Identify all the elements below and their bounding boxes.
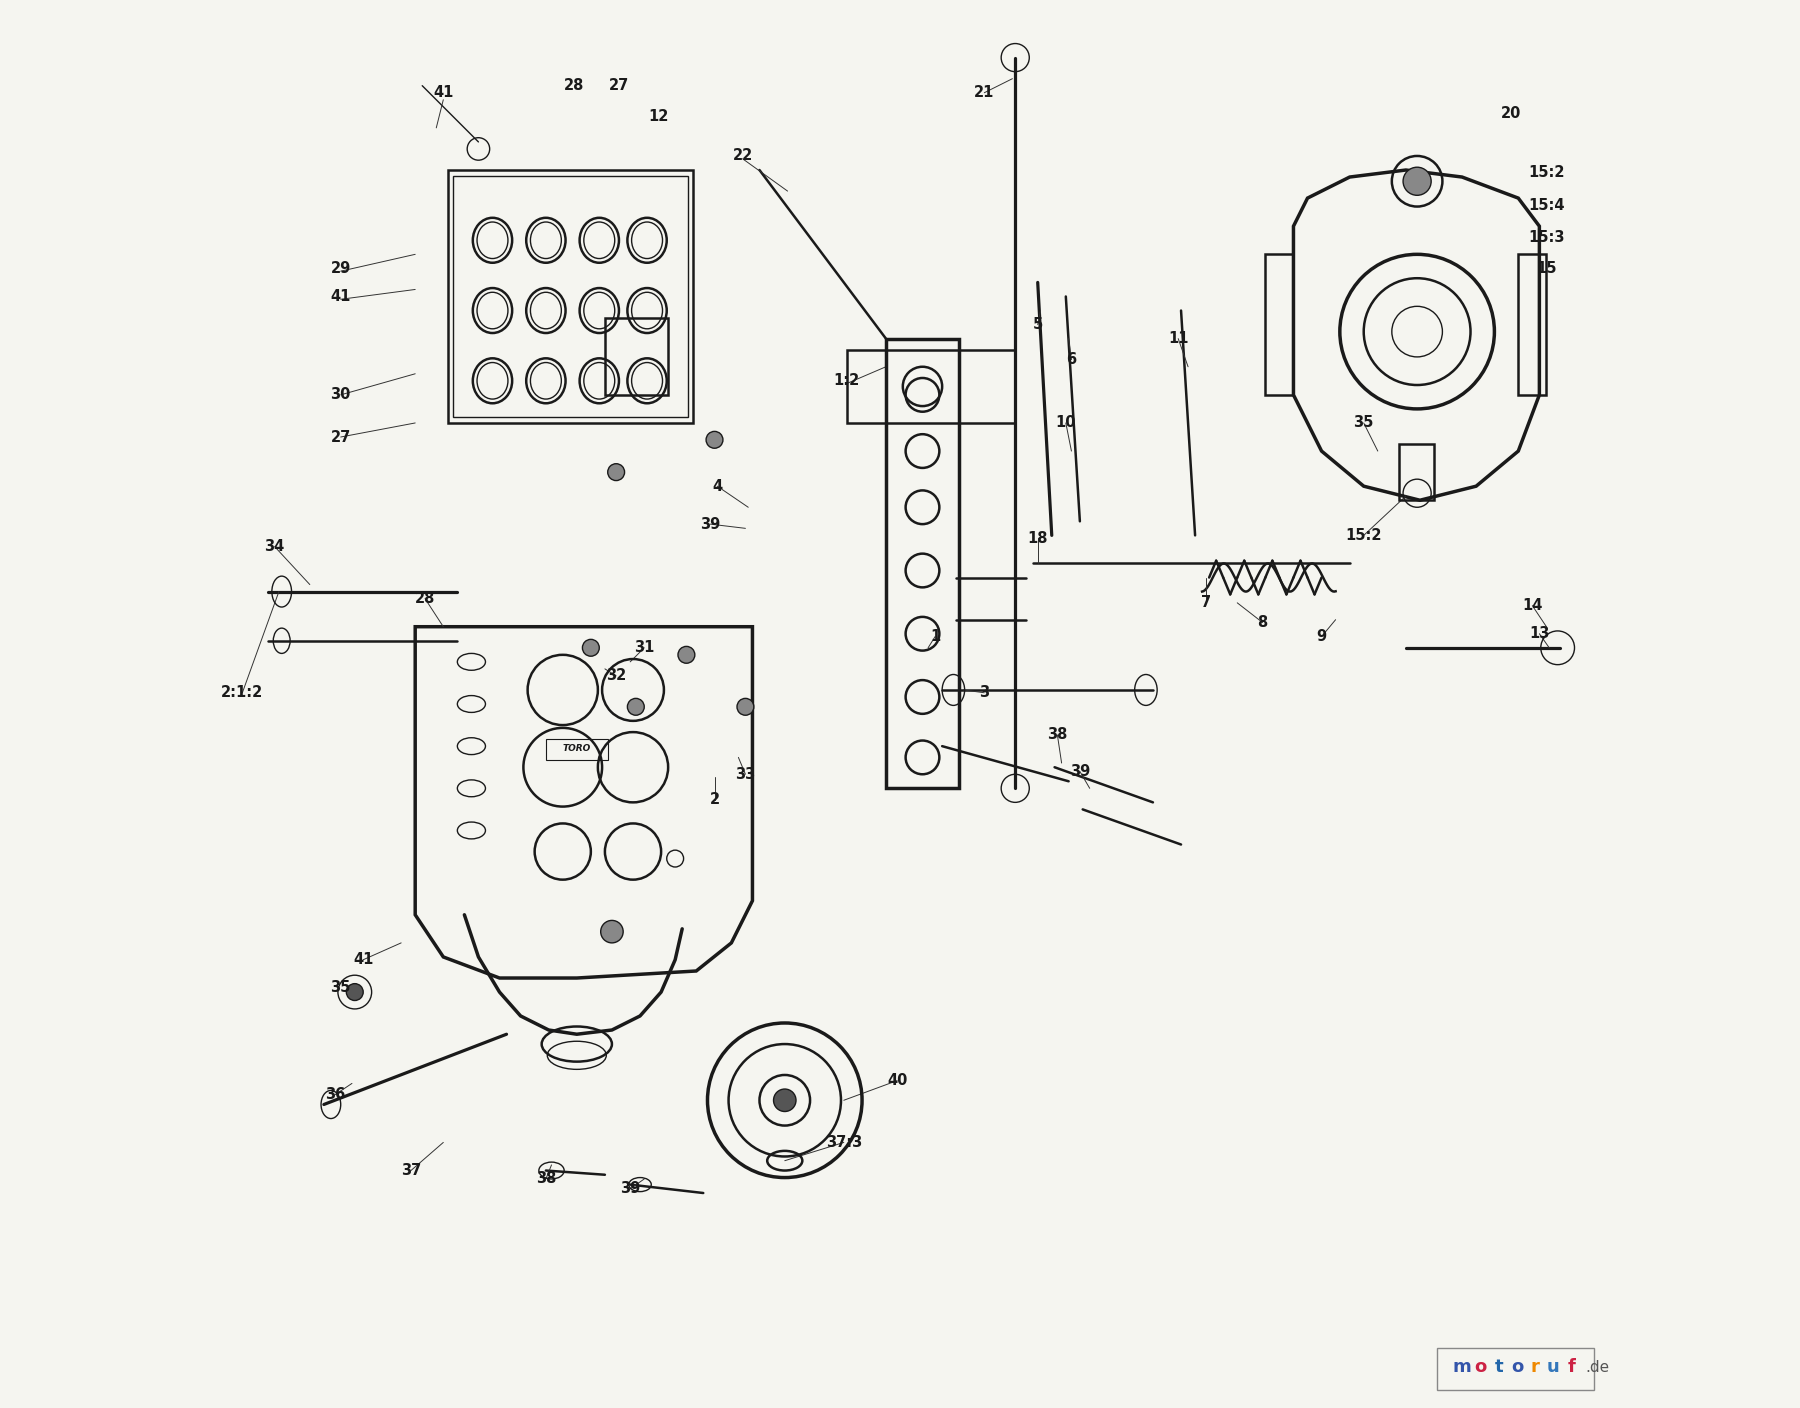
- Text: 28: 28: [563, 79, 585, 93]
- Bar: [1265, 255, 1294, 394]
- Text: 15:3: 15:3: [1528, 230, 1564, 245]
- Text: 5: 5: [1033, 317, 1042, 332]
- Text: TORO: TORO: [563, 745, 590, 753]
- Text: 11: 11: [1168, 331, 1188, 346]
- Text: 4: 4: [713, 479, 722, 494]
- Text: 15:4: 15:4: [1528, 197, 1564, 213]
- Text: 37: 37: [401, 1163, 421, 1178]
- Text: 39: 39: [700, 517, 720, 532]
- Text: 2:1:2: 2:1:2: [221, 686, 263, 700]
- Bar: [886, 339, 959, 788]
- Text: 32: 32: [607, 669, 626, 683]
- Text: 21: 21: [974, 86, 995, 100]
- Bar: [1399, 444, 1435, 500]
- Text: 37:3: 37:3: [826, 1135, 862, 1150]
- Circle shape: [346, 984, 364, 1001]
- Text: 27: 27: [608, 79, 628, 93]
- Text: 15: 15: [1535, 260, 1557, 276]
- Text: 41: 41: [353, 952, 373, 967]
- Circle shape: [706, 431, 724, 448]
- Text: 27: 27: [331, 429, 351, 445]
- Circle shape: [774, 1088, 796, 1111]
- Text: 29: 29: [331, 260, 351, 276]
- Text: 2: 2: [709, 793, 720, 807]
- Bar: [1517, 255, 1546, 394]
- Text: 10: 10: [1055, 415, 1076, 431]
- Text: 41: 41: [434, 86, 454, 100]
- Text: 1: 1: [931, 629, 940, 643]
- Bar: [448, 170, 693, 422]
- Text: 33: 33: [736, 767, 756, 781]
- Circle shape: [601, 921, 623, 943]
- Text: 9: 9: [1316, 629, 1327, 643]
- Text: 34: 34: [265, 539, 284, 555]
- Bar: [605, 318, 668, 394]
- Text: 15:2: 15:2: [1528, 165, 1564, 180]
- Text: 38: 38: [1048, 728, 1067, 742]
- Text: r: r: [1530, 1359, 1539, 1376]
- Circle shape: [608, 463, 625, 480]
- Circle shape: [628, 698, 644, 715]
- Text: 14: 14: [1523, 598, 1543, 612]
- Bar: [454, 176, 688, 417]
- Text: 38: 38: [536, 1171, 556, 1187]
- Text: 3: 3: [979, 686, 990, 700]
- Bar: [545, 739, 608, 760]
- Text: 15:2: 15:2: [1345, 528, 1382, 543]
- Text: 39: 39: [619, 1181, 641, 1197]
- Text: 35: 35: [331, 980, 351, 995]
- Text: 22: 22: [733, 148, 752, 163]
- Bar: [1436, 1347, 1595, 1390]
- Text: 36: 36: [326, 1087, 346, 1102]
- Text: t: t: [1494, 1359, 1503, 1376]
- Text: 13: 13: [1530, 627, 1550, 641]
- Text: 28: 28: [414, 591, 436, 605]
- Text: 8: 8: [1258, 615, 1267, 629]
- Text: 35: 35: [1354, 415, 1373, 431]
- Circle shape: [1402, 168, 1431, 196]
- Text: .de: .de: [1586, 1360, 1609, 1374]
- Bar: [846, 349, 1015, 422]
- Text: 20: 20: [1501, 107, 1521, 121]
- Text: o: o: [1510, 1359, 1523, 1376]
- Circle shape: [583, 639, 599, 656]
- Text: u: u: [1546, 1359, 1561, 1376]
- Text: f: f: [1568, 1359, 1575, 1376]
- Text: 6: 6: [1066, 352, 1076, 367]
- Text: 30: 30: [331, 387, 351, 403]
- Text: 1:2: 1:2: [833, 373, 860, 389]
- Circle shape: [736, 698, 754, 715]
- Text: 18: 18: [1028, 531, 1048, 546]
- Text: 40: 40: [887, 1073, 907, 1088]
- Text: o: o: [1474, 1359, 1487, 1376]
- Text: 31: 31: [634, 641, 655, 655]
- Circle shape: [679, 646, 695, 663]
- Text: m: m: [1453, 1359, 1471, 1376]
- Text: 41: 41: [331, 289, 351, 304]
- Text: 39: 39: [1069, 765, 1091, 779]
- Text: 12: 12: [648, 108, 668, 124]
- Text: 7: 7: [1201, 596, 1211, 610]
